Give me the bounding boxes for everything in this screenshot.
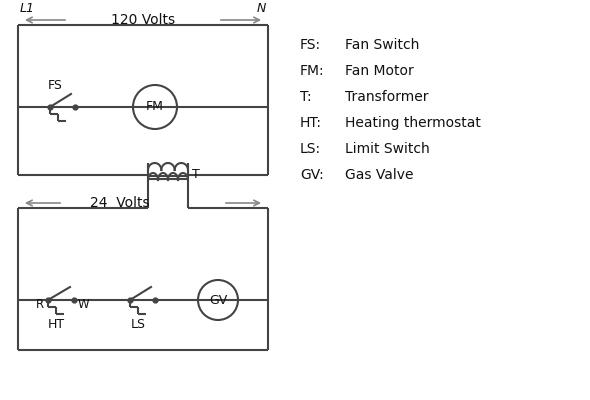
Text: Gas Valve: Gas Valve: [345, 168, 414, 182]
Text: LS:: LS:: [300, 142, 321, 156]
Text: 120 Volts: 120 Volts: [111, 13, 175, 27]
Text: HT: HT: [47, 318, 64, 331]
Text: FS: FS: [48, 79, 63, 92]
Text: Limit Switch: Limit Switch: [345, 142, 430, 156]
Text: Fan Motor: Fan Motor: [345, 64, 414, 78]
Text: L1: L1: [20, 2, 35, 15]
Text: LS: LS: [130, 318, 146, 331]
Text: T: T: [192, 168, 200, 180]
Text: 24  Volts: 24 Volts: [90, 196, 150, 210]
Text: Transformer: Transformer: [345, 90, 428, 104]
Text: Fan Switch: Fan Switch: [345, 38, 419, 52]
Text: Heating thermostat: Heating thermostat: [345, 116, 481, 130]
Text: FS:: FS:: [300, 38, 321, 52]
Text: FM: FM: [146, 100, 164, 114]
Text: GV: GV: [209, 294, 227, 306]
Text: T:: T:: [300, 90, 312, 104]
Text: HT:: HT:: [300, 116, 322, 130]
Text: N: N: [257, 2, 266, 15]
Text: R: R: [36, 298, 44, 312]
Text: FM:: FM:: [300, 64, 325, 78]
Text: GV:: GV:: [300, 168, 324, 182]
Text: W: W: [78, 298, 90, 312]
